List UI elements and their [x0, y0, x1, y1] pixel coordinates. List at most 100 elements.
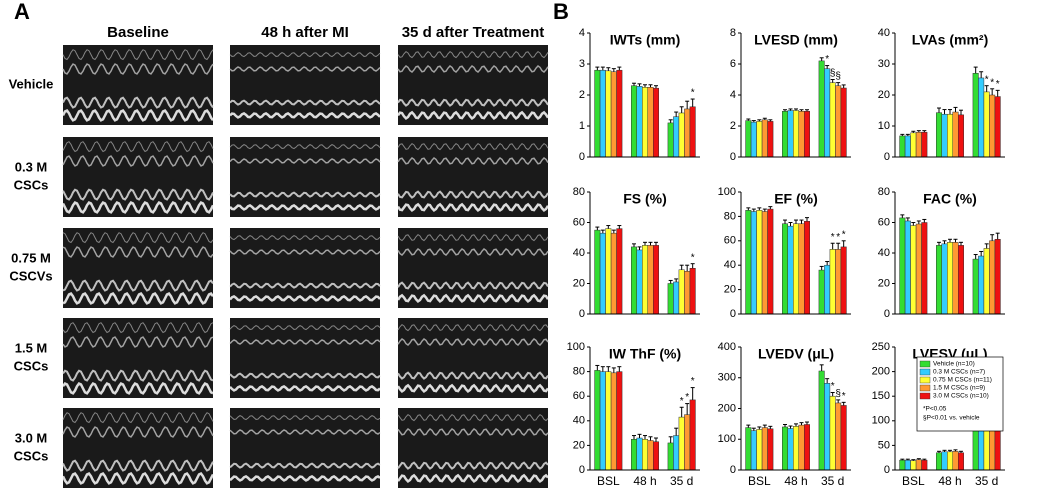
echo-trace — [62, 291, 215, 305]
echo-trace — [62, 141, 214, 153]
y-tick-label: 100 — [718, 186, 736, 198]
echo-image — [229, 408, 381, 488]
bar — [767, 121, 774, 158]
bar — [689, 399, 696, 471]
error-bar — [643, 241, 647, 246]
bar — [636, 437, 643, 471]
row-label: 0.75 M — [11, 250, 51, 265]
echo-image — [62, 228, 215, 308]
error-bar — [674, 111, 679, 117]
echo-trace — [62, 412, 214, 424]
echo-trace — [229, 474, 381, 482]
bar — [787, 428, 794, 471]
y-tick-label: 0 — [579, 151, 585, 163]
bar — [804, 424, 810, 471]
bar — [767, 208, 774, 315]
bar — [972, 73, 979, 158]
y-tick-label: 40 — [878, 247, 890, 259]
error-bar — [637, 246, 642, 250]
bar — [840, 405, 847, 471]
error-bar — [942, 449, 947, 452]
y-tick-label: 300 — [718, 372, 736, 384]
bar — [915, 459, 922, 471]
y-tick-label: 0 — [730, 151, 736, 163]
echo-image — [61, 318, 214, 398]
row-label: 0.3 M — [15, 159, 48, 174]
error-bar — [746, 118, 751, 121]
error-bar — [768, 119, 773, 122]
significance-mark: * — [842, 229, 846, 240]
bar — [835, 249, 842, 315]
bar — [835, 85, 842, 158]
x-tick-label: 48 h — [633, 474, 656, 488]
error-bar — [805, 109, 809, 112]
x-tick-label: 35 d — [821, 474, 844, 488]
error-bar — [768, 206, 773, 210]
y-tick-label: 40 — [573, 415, 585, 427]
error-bar — [762, 424, 767, 428]
bar — [616, 69, 623, 158]
error-bar — [841, 401, 846, 406]
bar — [793, 110, 799, 158]
error-bar — [751, 208, 756, 212]
error-bar — [685, 100, 690, 109]
bar — [818, 370, 825, 471]
bar — [667, 442, 674, 471]
bar — [829, 249, 836, 315]
y-tick-label: 80 — [724, 210, 736, 222]
error-bar — [979, 71, 984, 78]
significance-mark: § — [830, 68, 836, 79]
error-bar — [990, 88, 995, 95]
echo-trace — [396, 110, 550, 120]
error-bar — [916, 130, 921, 133]
bar — [904, 220, 911, 315]
bar — [610, 71, 617, 158]
bar — [921, 459, 928, 471]
error-bar — [654, 241, 658, 246]
error-bar — [973, 254, 978, 260]
bar — [947, 242, 953, 315]
echo-trace — [229, 372, 381, 379]
legend-swatch — [919, 392, 931, 400]
bar — [899, 135, 906, 158]
bar — [921, 222, 928, 315]
bar — [750, 430, 757, 471]
echo-trace — [229, 66, 381, 72]
y-tick-label: 0 — [730, 308, 736, 320]
bar — [673, 281, 680, 315]
error-bar — [836, 242, 841, 250]
significance-mark: * — [842, 391, 846, 402]
significance-mark: * — [691, 252, 695, 263]
error-bar — [637, 433, 642, 439]
error-bar — [762, 117, 767, 120]
echo-image — [396, 408, 549, 488]
error-bar — [830, 79, 835, 83]
bar — [667, 283, 674, 315]
echo-background — [230, 228, 380, 308]
error-bar — [841, 240, 846, 247]
echo-background — [230, 408, 380, 488]
error-bar — [819, 265, 824, 271]
y-tick-label: 0 — [730, 464, 736, 476]
bar — [599, 371, 606, 471]
error-bar — [637, 83, 642, 87]
y-tick-label: 60 — [573, 390, 585, 402]
y-tick-label: 80 — [878, 186, 890, 198]
echo-trace — [397, 142, 549, 151]
error-bar — [762, 208, 767, 212]
echo-trace — [396, 293, 550, 303]
echo-trace — [62, 322, 214, 334]
error-bar — [757, 426, 762, 430]
legend-label: 1.5 M CSCs (n=9) — [933, 385, 985, 392]
y-tick-label: 60 — [724, 235, 736, 247]
error-bar — [979, 250, 984, 257]
y-tick-label: 3 — [579, 58, 585, 70]
bar — [829, 82, 836, 158]
legend-swatch — [919, 360, 931, 368]
error-bar — [900, 458, 905, 461]
bar — [647, 245, 654, 315]
error-bar — [674, 278, 679, 282]
echo-image — [61, 137, 215, 217]
error-bar — [937, 241, 941, 246]
error-bar — [643, 84, 647, 88]
